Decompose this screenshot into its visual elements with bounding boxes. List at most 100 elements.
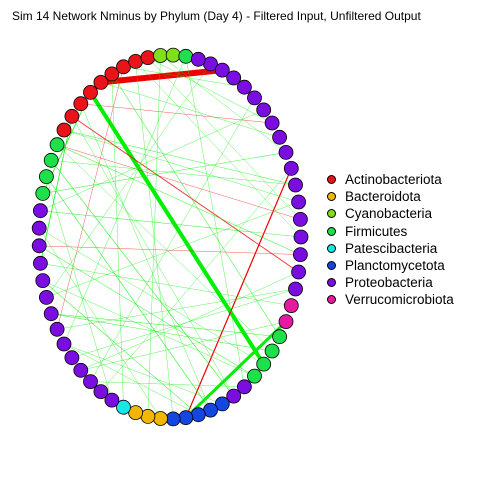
edge-positive (56, 144, 301, 255)
legend-swatch (327, 261, 336, 271)
edge-positive (46, 63, 211, 298)
node-cyanobacteria (153, 48, 168, 63)
node-proteobacteria (256, 102, 272, 118)
edge-positive (147, 55, 161, 417)
node-actinobacteriota (64, 108, 80, 124)
node-actinobacteriota (116, 59, 131, 75)
edge-positive (42, 280, 255, 377)
legend: Actinobacteriota Bacteroidota Cyanobacte… (327, 171, 454, 309)
node-planctomycetota (214, 396, 230, 412)
node-proteobacteria (190, 51, 206, 67)
node-proteobacteria (291, 194, 307, 210)
node-bacteroidota (140, 408, 156, 424)
nodes-layer (31, 47, 309, 427)
edge-positive (63, 129, 299, 203)
edge-positive (80, 103, 211, 411)
node-proteobacteria (56, 336, 72, 352)
edge-positive (147, 57, 301, 220)
legend-label: Verrucomicrobiota (345, 292, 454, 308)
node-proteobacteria (64, 350, 80, 366)
legend-label: Actinobacteriota (345, 172, 442, 188)
node-proteobacteria (278, 144, 294, 160)
legend-swatch (327, 175, 336, 185)
edge-positive (80, 271, 299, 371)
node-proteobacteria (291, 264, 307, 280)
node-firmicutes (256, 356, 272, 372)
node-proteobacteria (264, 115, 280, 131)
node-firmicutes (43, 152, 59, 168)
legend-item-firmicutes: Firmicutes (327, 223, 454, 240)
edge-negative (39, 245, 301, 255)
edge-positive (42, 152, 287, 194)
edge-positive (56, 144, 273, 352)
legend-label: Cyanobacteria (345, 206, 433, 222)
node-proteobacteria (35, 273, 51, 289)
edge-positive (46, 176, 211, 411)
node-bacteroidota (153, 411, 168, 426)
node-actinobacteriota (104, 66, 120, 82)
node-firmicutes (49, 137, 65, 153)
node-actinobacteriota (73, 96, 89, 112)
edge-positive (135, 61, 302, 238)
node-proteobacteria (33, 255, 48, 271)
legend-item-proteobacteria: Proteobacteria (327, 274, 454, 291)
legend-swatch (327, 243, 336, 253)
node-firmicutes (35, 185, 51, 201)
legend-label: Proteobacteria (345, 275, 433, 291)
edge-positive (71, 288, 296, 358)
node-proteobacteria (73, 362, 89, 378)
node-proteobacteria (226, 388, 242, 404)
edge-negative (100, 67, 223, 86)
edge-positive (40, 210, 302, 238)
node-proteobacteria (293, 229, 309, 245)
edge-positive (111, 73, 280, 337)
node-proteobacteria (104, 392, 120, 408)
legend-label: Planctomycetota (345, 258, 445, 274)
legend-item-cyanobacteria: Cyanobacteria (327, 205, 454, 222)
legend-swatch (327, 192, 336, 202)
node-proteobacteria (49, 321, 65, 337)
node-firmicutes (247, 368, 262, 384)
node-proteobacteria (43, 306, 59, 322)
node-proteobacteria (292, 211, 308, 227)
node-proteobacteria (288, 281, 303, 297)
node-firmicutes (178, 48, 194, 64)
node-proteobacteria (31, 238, 47, 254)
node-actinobacteriota (93, 75, 109, 90)
edge-positive (63, 56, 187, 345)
edge-negative (185, 168, 292, 418)
edge-positive (185, 56, 245, 387)
edge-positive (46, 201, 299, 298)
legend-item-actinobacteriota: Actinobacteriota (327, 171, 454, 188)
node-proteobacteria (236, 379, 252, 395)
node-actinobacteriota (128, 54, 144, 69)
edge-positive (39, 116, 73, 264)
edge-positive (51, 160, 296, 186)
legend-swatch (327, 295, 336, 305)
node-actinobacteriota (83, 85, 98, 100)
legend-label: Firmicutes (345, 223, 408, 239)
node-firmicutes (272, 329, 288, 345)
page-title: Sim 14 Network Nminus by Phylum (Day 4) … (12, 9, 421, 23)
node-planctomycetota (190, 407, 206, 423)
edge-positive (184, 320, 288, 419)
edge-positive (88, 91, 266, 366)
edge-positive (100, 82, 280, 138)
edge-negative (71, 115, 299, 273)
edge-positive (40, 263, 292, 306)
edge-positive (71, 116, 234, 397)
node-proteobacteria (247, 90, 262, 106)
edge-negative (56, 66, 124, 330)
node-proteobacteria (236, 79, 252, 95)
legend-item-patescibacteria: Patescibacteria (327, 240, 454, 257)
edge-positive (50, 160, 234, 397)
node-proteobacteria (272, 129, 288, 145)
legend-label: Bacteroidota (345, 189, 421, 205)
legend-item-bacteroidota: Bacteroidota (327, 188, 454, 205)
node-firmicutes (39, 169, 54, 185)
edge-positive (40, 109, 264, 211)
legend-swatch (327, 209, 336, 219)
node-planctomycetota (165, 411, 181, 427)
node-cyanobacteria (165, 47, 181, 63)
